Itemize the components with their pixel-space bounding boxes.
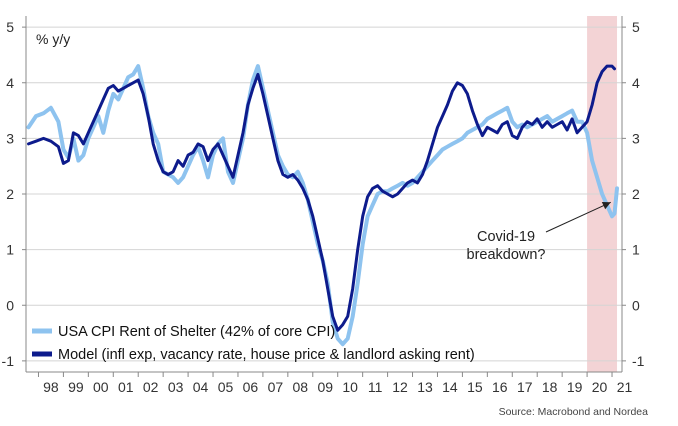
x-tick-label-10: 10 [342,379,358,395]
y-tick-left-5: 5 [6,19,14,35]
axes: -1 -10 01 12 23 34 45 598 99 00 01 02 03 04 05 06 07 08 09… [2,16,645,395]
legend: USA CPI Rent of Shelter (42% of core CPI… [32,324,475,363]
x-tick-label-16: 16 [492,379,508,395]
annotation-line-2: breakdown? [467,247,546,263]
annotation-line-1: Covid-19 [477,229,535,245]
x-tick-label-09: 09 [317,379,333,395]
y-tick-right-1: 1 [632,242,640,258]
y-tick-right-3: 3 [632,130,640,146]
series-line-cpi-rent-of-shelter [26,64,619,347]
x-tick-label-99: 99 [68,379,84,395]
x-tick-label-13: 13 [417,379,433,395]
source-note: Source: Macrobond and Nordea [499,406,649,418]
x-tick-label-15: 15 [467,379,483,395]
y-tick-left--1: -1 [2,353,15,369]
series-lines [26,64,619,347]
y-axis-unit-label: % y/y [36,31,70,47]
x-tick-label-05: 05 [218,379,234,395]
annotation-arrowhead [601,202,611,210]
x-tick-label-02: 02 [143,379,159,395]
x-tick-label-11: 11 [368,379,383,395]
x-tick-label-21: 21 [617,379,633,395]
legend-label-model: Model (infl exp, vacancy rate, house pri… [58,347,475,363]
y-tick-left-2: 2 [6,186,14,202]
x-tick-label-19: 19 [567,379,583,395]
x-tick-label-01: 01 [118,379,134,395]
y-tick-right-0: 0 [632,297,640,313]
y-tick-left-0: 0 [6,297,14,313]
legend-label-cpi: USA CPI Rent of Shelter (42% of core CPI… [58,324,335,340]
y-tick-right-5: 5 [632,19,640,35]
x-tick-label-20: 20 [592,379,608,395]
y-tick-left-3: 3 [6,130,14,146]
y-tick-right-4: 4 [632,75,640,91]
y-tick-right-2: 2 [632,186,640,202]
series-line-model [27,64,616,332]
x-tick-label-98: 98 [43,379,59,395]
x-tick-label-03: 03 [168,379,184,395]
x-tick-label-04: 04 [193,379,209,395]
x-tick-label-14: 14 [442,379,458,395]
x-tick-label-18: 18 [542,379,558,395]
x-tick-label-07: 07 [268,379,284,395]
annotation-arrow [545,201,611,233]
y-tick-left-1: 1 [6,242,14,258]
x-tick-label-12: 12 [392,379,408,395]
y-tick-right--1: -1 [632,353,645,369]
y-tick-left-4: 4 [6,75,14,91]
x-tick-label-00: 00 [93,379,109,395]
x-tick-label-06: 06 [243,379,259,395]
x-tick-label-17: 17 [517,379,533,395]
x-tick-label-08: 08 [293,379,309,395]
horizontal-gridlines [26,26,622,362]
covid-annotation: Covid-19 breakdown? [467,201,611,263]
